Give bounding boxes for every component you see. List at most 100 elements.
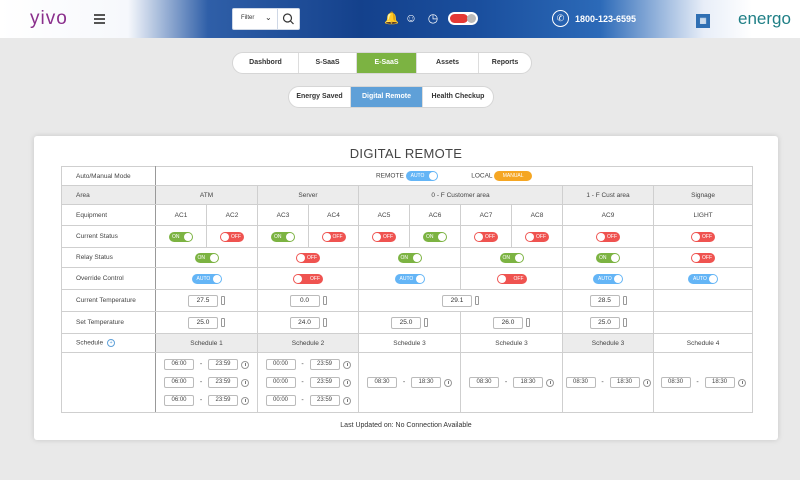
schedule-atm[interactable]: Schedule 1: [155, 333, 258, 353]
smiley-icon[interactable]: ☺: [404, 11, 418, 25]
schedule-times-atm: 06:00-23:59 06:00-23:59 06:00-23:59: [155, 352, 258, 413]
tab-health-checkup[interactable]: Health Checkup: [431, 93, 485, 100]
status-toggle-ac1[interactable]: ON: [169, 231, 193, 242]
timer-icon[interactable]: ◷: [427, 11, 439, 25]
clock-icon[interactable]: [642, 378, 651, 387]
stepper-icon[interactable]: [221, 318, 225, 327]
time-start[interactable]: 00:00: [265, 395, 296, 406]
override-toggle-cust-1f[interactable]: AUTO: [593, 273, 623, 284]
stepper-icon[interactable]: [622, 318, 627, 327]
header-toggle[interactable]: [448, 12, 478, 25]
time-end[interactable]: 23:59: [309, 395, 340, 406]
time-end[interactable]: 23:59: [309, 359, 340, 370]
schedule-signage[interactable]: Schedule 4: [652, 333, 754, 353]
tab-dashbord[interactable]: Dashbord: [233, 53, 299, 73]
relay-toggle-cust-1f[interactable]: ON: [596, 252, 620, 263]
tab-energy-saved[interactable]: Energy Saved: [289, 87, 351, 107]
tab-reports[interactable]: Reports: [491, 59, 519, 66]
clock-icon[interactable]: [444, 378, 452, 387]
stepper-icon[interactable]: [622, 296, 627, 305]
override-toggle-server[interactable]: OFF: [293, 273, 323, 284]
status-toggle-ac7[interactable]: OFF: [474, 231, 498, 242]
time-end[interactable]: 23:59: [208, 359, 238, 370]
override-toggle-atm[interactable]: AUTO: [191, 273, 222, 284]
relay-toggle-customer-a[interactable]: ON: [397, 252, 422, 263]
clock-icon[interactable]: [342, 378, 351, 387]
menu-icon[interactable]: [94, 14, 105, 24]
stepper-icon[interactable]: [424, 318, 428, 327]
time-end[interactable]: 23:59: [309, 377, 340, 388]
add-schedule-icon[interactable]: +: [107, 339, 116, 347]
status-toggle-ac4[interactable]: OFF: [321, 231, 346, 242]
table-row: Current Status ON OFF ON OFF OFF ON OFF …: [61, 225, 754, 248]
schedule-customer-a[interactable]: Schedule 3: [358, 333, 461, 353]
relay-status-label: Relay Status: [61, 247, 156, 268]
schedule-customer-b[interactable]: Schedule 3: [460, 333, 563, 353]
time-start[interactable]: 06:00: [164, 395, 194, 406]
schedule-label: Schedule: [76, 339, 104, 347]
time-start[interactable]: 00:00: [265, 377, 296, 388]
clock-icon[interactable]: [546, 378, 554, 387]
time-end[interactable]: 18:30: [411, 377, 441, 388]
status-toggle-light[interactable]: OFF: [691, 231, 716, 242]
relay-toggle-server[interactable]: OFF: [296, 252, 320, 263]
tab-assets[interactable]: Assets: [417, 53, 479, 73]
yivo-logo[interactable]: yivo: [30, 8, 68, 29]
time-end[interactable]: 18:30: [513, 377, 543, 388]
time-start[interactable]: 08:30: [565, 377, 596, 388]
manual-badge[interactable]: MANUAL: [494, 171, 533, 181]
time-start[interactable]: 06:00: [164, 359, 194, 370]
clock-icon[interactable]: [737, 378, 746, 387]
time-end[interactable]: 23:59: [208, 377, 238, 388]
time-end[interactable]: 18:30: [609, 377, 640, 388]
time-start[interactable]: 08:30: [367, 377, 397, 388]
clock-icon[interactable]: [342, 360, 351, 369]
override-toggle-customer-b[interactable]: OFF: [496, 273, 527, 284]
relay-toggle-customer-b[interactable]: ON: [499, 252, 524, 263]
clock-icon[interactable]: [241, 396, 249, 405]
time-start[interactable]: 08:30: [660, 377, 691, 388]
stepper-icon[interactable]: [322, 318, 327, 327]
filter-select[interactable]: Filter ⌄: [232, 8, 300, 30]
set-temp-cust-1f[interactable]: 25.0: [589, 316, 620, 329]
clock-icon[interactable]: [241, 360, 249, 369]
set-temp-customer-a[interactable]: 25.0: [391, 316, 421, 329]
set-temp-server[interactable]: 24.0: [289, 316, 320, 329]
stepper-icon[interactable]: [526, 318, 530, 327]
stepper-icon[interactable]: [221, 296, 225, 305]
tab-e-saas[interactable]: E-SaaS: [357, 53, 417, 73]
apps-grid-icon[interactable]: ▦: [696, 14, 710, 28]
remote-table: Auto/Manual Mode REMOTE AUTO LOCAL MANUA…: [61, 166, 754, 413]
search-button[interactable]: [277, 9, 299, 29]
time-start[interactable]: 08:30: [469, 377, 499, 388]
status-toggle-ac9[interactable]: OFF: [596, 231, 620, 242]
schedule-server[interactable]: Schedule 2: [257, 333, 359, 353]
set-temp-customer-b[interactable]: 26.0: [493, 316, 523, 329]
current-temp-cust-1f: 28.5: [589, 294, 620, 307]
clock-icon[interactable]: [241, 378, 249, 387]
time-end[interactable]: 18:30: [704, 377, 735, 388]
remote-auto-toggle[interactable]: AUTO: [405, 171, 438, 181]
search-icon: [282, 13, 294, 25]
override-toggle-signage[interactable]: AUTO: [688, 273, 719, 284]
tab-s-saas[interactable]: S-SaaS: [299, 53, 357, 73]
bell-icon[interactable]: 🔔: [384, 11, 399, 25]
time-end[interactable]: 23:59: [208, 395, 238, 406]
override-toggle-customer-a[interactable]: AUTO: [394, 273, 425, 284]
tab-digital-remote[interactable]: Digital Remote: [351, 87, 423, 107]
time-start[interactable]: 00:00: [265, 359, 296, 370]
status-toggle-ac2[interactable]: OFF: [220, 231, 244, 242]
status-toggle-ac3[interactable]: ON: [271, 231, 295, 242]
relay-toggle-signage[interactable]: OFF: [691, 252, 716, 263]
time-start[interactable]: 06:00: [164, 377, 194, 388]
stepper-icon[interactable]: [475, 296, 479, 305]
schedule-cust-1f[interactable]: Schedule 3: [562, 333, 654, 353]
local-label: LOCAL: [471, 172, 493, 180]
stepper-icon[interactable]: [322, 296, 327, 305]
clock-icon[interactable]: [342, 396, 351, 405]
status-toggle-ac5[interactable]: OFF: [372, 231, 396, 242]
status-toggle-ac8[interactable]: OFF: [525, 231, 549, 242]
relay-toggle-atm[interactable]: ON: [194, 252, 219, 263]
set-temp-atm[interactable]: 25.0: [188, 316, 218, 329]
status-toggle-ac6[interactable]: ON: [423, 231, 447, 242]
